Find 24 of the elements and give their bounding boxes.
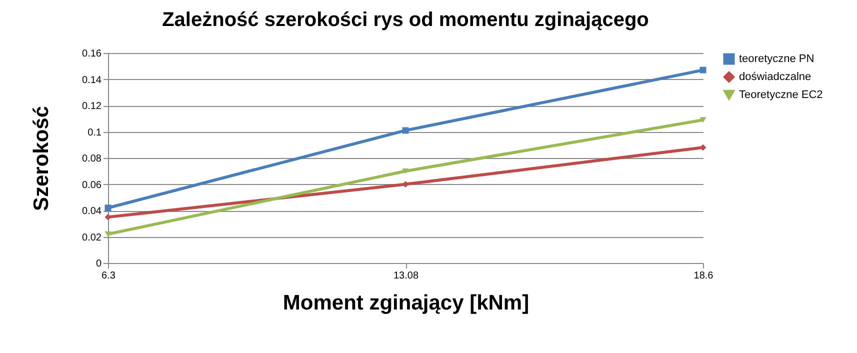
y-tick-label: 0.06 <box>82 180 102 191</box>
x-tick-label: 13.08 <box>393 270 419 282</box>
point <box>700 117 706 123</box>
point <box>700 66 706 74</box>
point <box>402 168 409 174</box>
y-tick-label: 0.14 <box>82 74 102 86</box>
y-tick-label: 0 <box>96 258 102 270</box>
x-tick-label: 6.3 <box>102 270 116 282</box>
point <box>104 214 112 220</box>
y-tick-label: 0.16 <box>82 48 102 60</box>
x-axis-title: Moment zginający [kNm] <box>282 292 530 314</box>
legend-label: doświadczalne <box>739 71 812 83</box>
y-tick-label: 0.1 <box>88 127 102 138</box>
legend-label: teoretyczne PN <box>739 53 814 65</box>
point <box>700 144 706 151</box>
y-tick-label: 0.08 <box>82 154 102 164</box>
y-axis-title: Szerokość <box>30 106 54 212</box>
y-tick-label: 0.02 <box>82 232 102 244</box>
point <box>402 127 409 134</box>
y-tick-label: 0.04 <box>82 206 102 217</box>
legend-label: Teoretyczne EC2 <box>739 89 823 101</box>
chart-title: Zależność szerokości rys od momentu zginającego <box>162 9 649 31</box>
y-tick-label: 0.12 <box>82 101 102 112</box>
x-tick-label: 18.6 <box>694 270 714 282</box>
